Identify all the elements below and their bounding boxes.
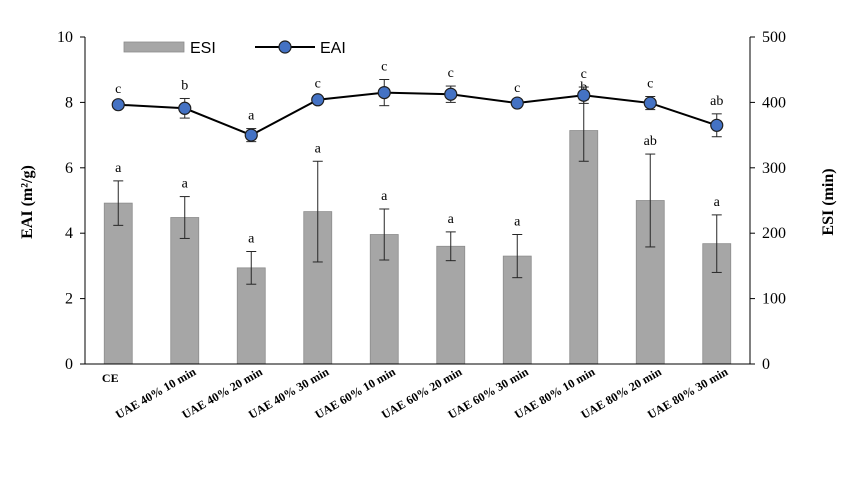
esi-letter: a <box>381 189 388 204</box>
eai-line <box>118 91 718 137</box>
eai-letter: ab <box>710 94 723 109</box>
esi-bar <box>502 255 532 365</box>
left-tick-label: 2 <box>65 291 73 308</box>
left-tick-label: 4 <box>65 225 73 242</box>
eai-point <box>577 88 591 102</box>
esi-bar <box>103 202 133 365</box>
left-axis-ticks: 0 2 4 6 8 10 <box>57 29 85 373</box>
eai-point <box>710 118 724 132</box>
esi-error-bars <box>113 99 722 285</box>
eai-points <box>111 85 724 142</box>
eai-point <box>643 96 657 110</box>
esi-letter: a <box>448 212 455 227</box>
esi-bar <box>569 130 599 365</box>
right-tick-label: 400 <box>762 94 786 111</box>
legend-eai-marker <box>278 40 292 54</box>
eai-letter: a <box>248 109 255 124</box>
eai-point <box>244 128 258 142</box>
legend-eai-label: EAI <box>320 40 346 57</box>
eai-letter: c <box>315 77 321 92</box>
left-axis-title: EAI (m²/g) <box>19 165 36 239</box>
eai-point <box>311 93 325 107</box>
eai-point <box>510 96 524 110</box>
eai-letter: c <box>581 67 587 82</box>
eai-point <box>377 85 391 100</box>
category-label: CE <box>102 371 119 385</box>
legend-esi-swatch <box>123 41 185 53</box>
eai-significance-letters: c b a c c c c c c ab <box>115 60 723 124</box>
esi-letter: a <box>514 215 521 230</box>
legend-esi-label: ESI <box>190 40 216 57</box>
right-tick-label: 500 <box>762 29 786 46</box>
esi-letter: ab <box>644 134 657 149</box>
eai-point <box>444 87 458 101</box>
esi-letter: a <box>315 141 322 156</box>
eai-letter: c <box>647 77 653 92</box>
legend: ESI EAI <box>123 40 346 57</box>
axes <box>84 37 751 365</box>
eai-error-bars <box>113 79 722 143</box>
eai-letter: c <box>514 81 520 96</box>
left-tick-label: 0 <box>65 356 73 373</box>
right-tick-label: 300 <box>762 160 786 177</box>
left-tick-label: 10 <box>57 29 73 46</box>
right-axis-ticks: 0 100 200 300 400 500 <box>750 29 786 373</box>
esi-letter: a <box>248 232 255 247</box>
esi-letter: a <box>714 195 721 210</box>
esi-letter: a <box>182 177 189 192</box>
esi-letter: a <box>115 161 122 176</box>
eai-point <box>111 98 125 112</box>
right-tick-label: 100 <box>762 291 786 308</box>
eai-letter: c <box>381 60 387 75</box>
right-tick-label: 0 <box>762 356 770 373</box>
right-axis-title: ESI (min) <box>820 168 837 235</box>
eai-letter: c <box>115 82 121 97</box>
left-tick-label: 8 <box>65 94 73 111</box>
esi-significance-letters: aaaaaaababa <box>115 80 721 247</box>
eai-letter: c <box>448 66 454 81</box>
right-tick-label: 200 <box>762 225 786 242</box>
eai-point <box>178 101 192 115</box>
eai-letter: b <box>181 78 188 93</box>
esi-bars <box>103 130 732 365</box>
esi-bar <box>170 217 200 365</box>
left-tick-label: 6 <box>65 160 73 177</box>
esi-bar <box>436 245 466 365</box>
eai-polyline <box>118 91 718 137</box>
